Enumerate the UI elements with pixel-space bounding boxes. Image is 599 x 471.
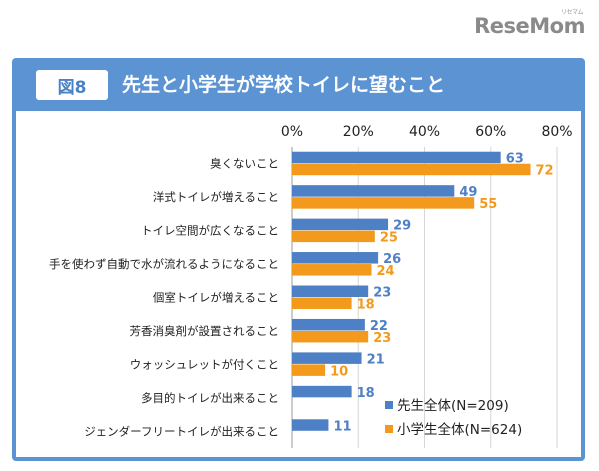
data-label: 11: [333, 419, 351, 434]
legend-label: 小学生全体(N=624): [397, 421, 522, 438]
data-label: 21: [367, 352, 385, 367]
category-label: 洋式トイレが増えること: [153, 190, 279, 204]
bar-student: [292, 297, 352, 309]
x-tick-label: 0%: [281, 124, 303, 140]
category-label: 芳香消臭剤が設置されること: [130, 324, 280, 338]
category-label: ウォッシュレットが付くこと: [130, 357, 279, 371]
data-label: 49: [459, 185, 477, 200]
figure-title: 先生と小学生が学校トイレに望むこと: [122, 74, 446, 96]
data-label: 25: [380, 231, 398, 246]
category-label: 個室トイレが増えること: [153, 291, 279, 305]
category-label: 臭くないこと: [210, 157, 279, 171]
bar-student: [292, 330, 369, 343]
bar-student: [292, 364, 326, 376]
category-label: 手を使わず自動で水が流れるようになること: [49, 257, 279, 271]
category-label: 多目的トイレが出来ること: [141, 391, 279, 405]
bar-teacher: [292, 151, 501, 164]
bar-teacher: [292, 352, 362, 364]
data-label: 63: [506, 152, 524, 167]
data-label: 72: [536, 164, 554, 179]
watermark-brand: ReseMom: [474, 14, 585, 38]
bar-teacher: [292, 385, 352, 398]
x-tick-label: 80%: [541, 124, 572, 140]
bar-teacher: [292, 419, 329, 431]
data-label: 18: [357, 386, 375, 401]
category-label: ジェンダーフリートイレが出来ること: [84, 424, 279, 438]
watermark-ruby: リセマム: [560, 9, 584, 16]
bar-student: [292, 230, 375, 243]
data-label: 55: [479, 197, 497, 212]
data-label: 23: [373, 331, 391, 346]
resemom-watermark: ReseMom リセマム: [474, 9, 585, 38]
bar-student: [292, 197, 475, 209]
bar-teacher: [292, 218, 389, 231]
bar-teacher: [292, 285, 369, 297]
x-tick-label: 60%: [475, 124, 506, 140]
bar-teacher: [292, 185, 455, 197]
x-tick-label: 20%: [343, 124, 374, 140]
x-tick-label: 40%: [409, 124, 440, 140]
legend-swatch: [385, 401, 393, 409]
legend-swatch: [385, 425, 393, 433]
data-label: 23: [373, 286, 391, 301]
bar-teacher: [292, 318, 365, 331]
bar-teacher: [292, 252, 379, 264]
data-label: 26: [383, 252, 401, 267]
data-label: 24: [377, 264, 395, 279]
category-label: トイレ空間が広くなること: [141, 224, 279, 238]
legend-label: 先生全体(N=209): [397, 397, 509, 414]
data-label: 18: [357, 298, 375, 313]
figure-badge: 図8: [36, 70, 108, 100]
bar-student: [292, 264, 372, 276]
data-label: 22: [370, 319, 388, 334]
bar-student: [292, 163, 531, 176]
data-label: 29: [393, 219, 411, 234]
data-label: 10: [330, 364, 348, 379]
